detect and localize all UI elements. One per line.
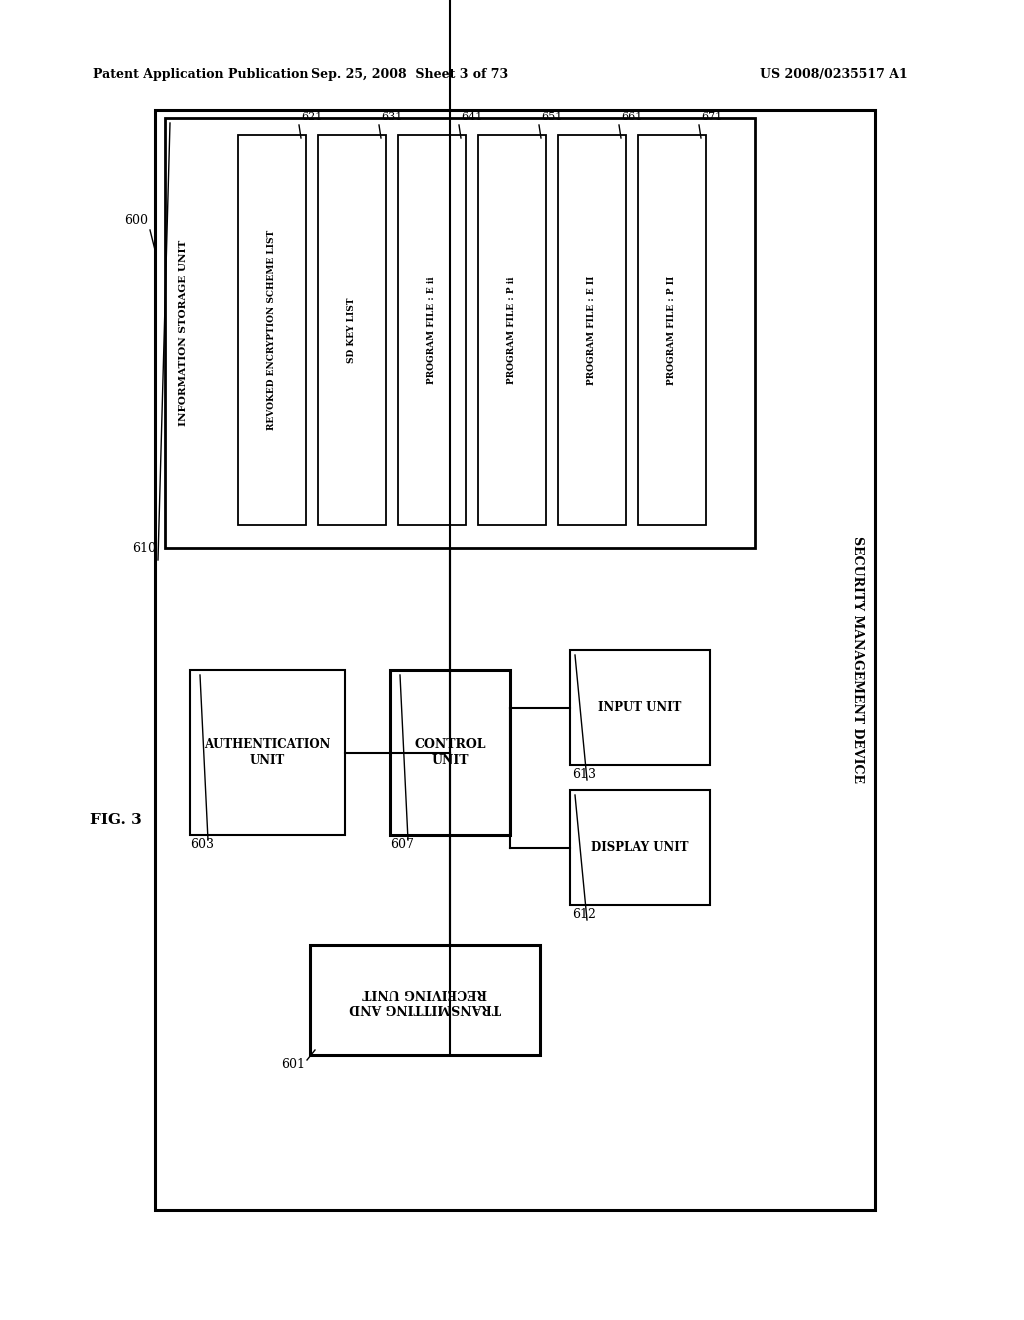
Text: 610: 610 [132,541,156,554]
Bar [570,789,710,906]
Bar [398,135,466,525]
Bar [190,671,345,836]
Text: SD KEY LIST: SD KEY LIST [347,297,356,363]
Text: 600: 600 [124,214,148,227]
Text: TRANSMITTING AND
RECEIVING UNIT: TRANSMITTING AND RECEIVING UNIT [349,986,501,1014]
Bar [558,135,626,525]
Text: 631: 631 [381,112,402,121]
Text: SECURITY MANAGEMENT DEVICE: SECURITY MANAGEMENT DEVICE [851,536,863,784]
Bar [165,117,755,548]
Bar [638,135,706,525]
Text: PROGRAM FILE : E ii: PROGRAM FILE : E ii [427,276,436,384]
Text: 612: 612 [572,908,596,921]
Text: PROGRAM FILE : E II: PROGRAM FILE : E II [588,276,597,384]
Text: 613: 613 [572,768,596,781]
Text: 641: 641 [461,112,482,121]
Text: INPUT UNIT: INPUT UNIT [598,701,682,714]
Bar [570,649,710,766]
Bar [478,135,546,525]
Text: 607: 607 [390,838,414,851]
Bar [238,135,306,525]
Text: INFORMATION STORAGE UNIT: INFORMATION STORAGE UNIT [178,240,187,426]
Text: 601: 601 [281,1059,305,1072]
Text: 661: 661 [621,112,642,121]
Text: 671: 671 [701,112,722,121]
Bar [310,945,540,1055]
Text: 621: 621 [301,112,323,121]
Text: PROGRAM FILE : P II: PROGRAM FILE : P II [668,276,677,384]
Text: FIG. 3: FIG. 3 [90,813,141,828]
Text: AUTHENTICATION
UNIT: AUTHENTICATION UNIT [205,738,331,767]
Text: 651: 651 [541,112,562,121]
Text: Sep. 25, 2008  Sheet 3 of 73: Sep. 25, 2008 Sheet 3 of 73 [311,69,509,81]
Text: 603: 603 [190,838,214,851]
Bar [318,135,386,525]
Text: PROGRAM FILE : P ii: PROGRAM FILE : P ii [508,276,516,384]
Text: DISPLAY UNIT: DISPLAY UNIT [591,841,689,854]
Text: REVOKED ENCRYPTION SCHEME LIST: REVOKED ENCRYPTION SCHEME LIST [267,230,276,430]
Text: CONTROL
UNIT: CONTROL UNIT [415,738,485,767]
Bar [390,671,510,836]
Text: Patent Application Publication: Patent Application Publication [93,69,308,81]
Bar [155,110,874,1210]
Text: US 2008/0235517 A1: US 2008/0235517 A1 [760,69,907,81]
